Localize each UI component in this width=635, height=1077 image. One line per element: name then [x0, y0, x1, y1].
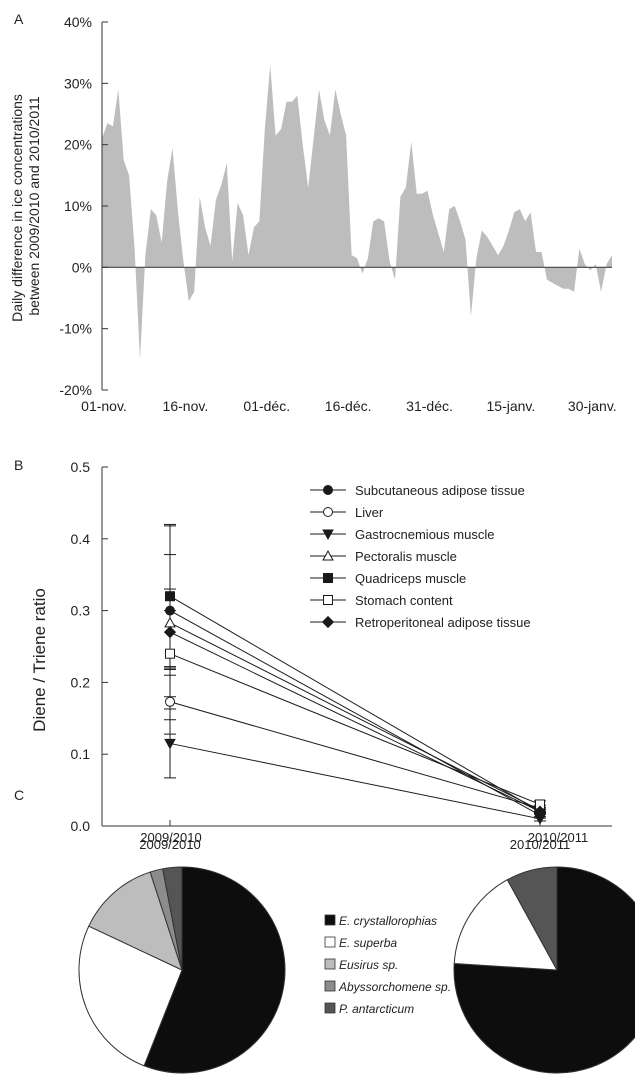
data-point	[165, 591, 175, 602]
series-line	[169, 742, 541, 820]
legend-label: E. crystallorophias	[339, 914, 437, 928]
legend-swatch	[324, 980, 336, 992]
x-tick-label: 01-nov.	[81, 398, 127, 414]
legend-marker	[323, 485, 333, 495]
pie-slice	[506, 866, 558, 971]
diet-pie-charts: 2009/2010 2010/2011 E. crystallorophias E…	[78, 830, 635, 1074]
data-point	[165, 605, 175, 616]
legend-label: Stomach content	[355, 593, 453, 608]
pie-title: 2009/2010	[140, 830, 201, 845]
legend-swatch	[324, 936, 336, 948]
x-tick-label: 01-déc.	[243, 398, 290, 414]
legend-marker	[323, 595, 333, 605]
ice-difference-area	[102, 64, 612, 360]
legend-label: Gastrocnemious muscle	[355, 527, 494, 542]
x-tick-label: 31-déc.	[406, 398, 453, 414]
x-tick-label: 16-déc.	[325, 398, 372, 414]
pie-title: 2010/2011	[528, 830, 589, 845]
y-axis-label-line: Daily difference in ice concentrations	[9, 94, 25, 322]
x-tick-label: 15-janv.	[487, 398, 536, 414]
y-tick-label: 0.5	[71, 459, 91, 475]
data-point	[164, 616, 176, 628]
panel-label-c: C	[14, 787, 24, 803]
x-tick-label: 2010/2011	[510, 837, 571, 852]
y-tick-label: 0.2	[71, 674, 91, 690]
y-tick-label: 0.3	[71, 603, 91, 619]
pie-slice	[88, 871, 183, 971]
y-tick-label: 0%	[72, 259, 92, 275]
data-point	[533, 805, 547, 818]
y-tick-label: 10%	[64, 198, 92, 214]
y-tick-label: 0.0	[71, 818, 91, 834]
y-tick-label: 30%	[64, 75, 92, 91]
y-axis-label: Daily difference in ice concentrations b…	[9, 90, 42, 322]
legend-marker	[321, 615, 335, 629]
y-tick-label: 0.4	[71, 531, 91, 547]
legend-label: Pectoralis muscle	[355, 549, 457, 564]
series-line	[169, 595, 541, 813]
legend-label: Liver	[355, 505, 384, 520]
y-tick-label: 20%	[64, 137, 92, 153]
legend-label: P. antarcticum	[339, 1002, 414, 1016]
ice-difference-chart: Daily difference in ice concentrations b…	[9, 14, 617, 414]
y-tick-label: -20%	[59, 382, 92, 398]
data-point	[165, 696, 175, 707]
legend-swatch	[324, 914, 336, 926]
legend-label: E. superba	[339, 936, 397, 950]
legend-marker	[323, 507, 333, 517]
y-tick-label: 0.1	[71, 746, 91, 762]
legend-marker	[322, 529, 334, 540]
pie-slice	[453, 879, 558, 971]
x-tick-label: 2009/2010	[139, 837, 200, 852]
panel-label-a: A	[14, 11, 24, 27]
y-tick-label: 40%	[64, 14, 92, 30]
pie-slice	[162, 866, 183, 971]
data-point	[164, 738, 176, 750]
legend-marker	[323, 573, 333, 583]
data-point	[163, 626, 177, 639]
series-line	[169, 610, 541, 816]
x-tick-label: 16-nov.	[163, 398, 209, 414]
pie-slice	[143, 866, 286, 1074]
legend-label: Retroperitoneal adipose tissue	[355, 615, 531, 630]
series-line	[169, 701, 541, 809]
pie-slice	[78, 925, 183, 1067]
legend-label: Subcutaneous adipose tissue	[355, 483, 525, 498]
legend-swatch	[324, 958, 336, 970]
y-tick-label: -10%	[59, 321, 92, 337]
pie-slice	[453, 866, 635, 1074]
y-axis-label-line: between 2009/2010 and 2010/2011	[26, 96, 42, 315]
legend-label: Quadriceps muscle	[355, 571, 466, 586]
legend-label: Abyssorchomene sp.	[338, 980, 451, 994]
data-point	[165, 648, 175, 659]
series-line	[169, 631, 541, 813]
legend-swatch	[324, 1002, 336, 1014]
legend-label: Eusirus sp.	[339, 958, 398, 972]
diene-triene-chart: Diene / Triene ratio 0.0 0.1 0.2 0.3 0.4 0.5 2…	[30, 459, 612, 852]
panel-label-b: B	[14, 457, 23, 473]
legend-marker	[322, 550, 334, 561]
y-axis-label: Diene / Triene ratio	[30, 588, 49, 732]
series-line	[169, 653, 541, 805]
x-tick-label: 30-janv.	[568, 398, 617, 414]
